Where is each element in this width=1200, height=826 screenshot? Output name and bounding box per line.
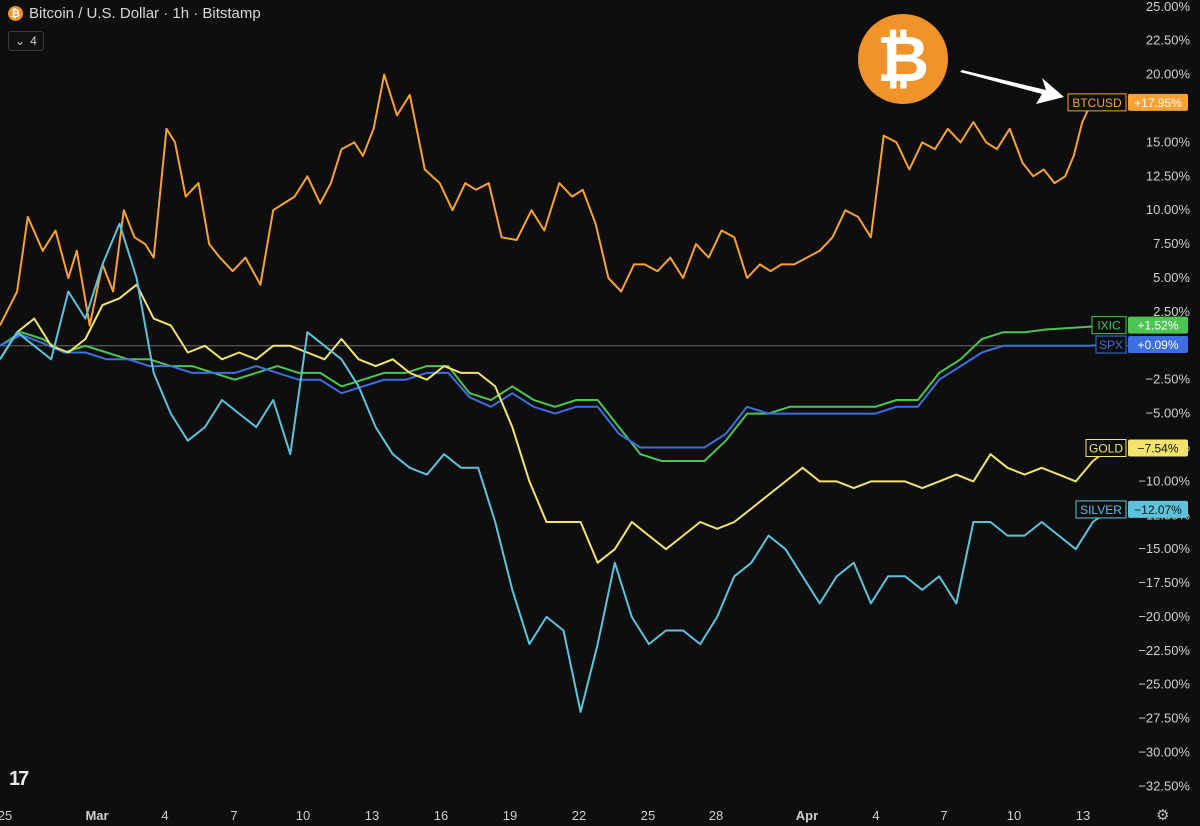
- x-tick-label: 22: [572, 808, 586, 823]
- series-line-ixic: [0, 324, 1111, 462]
- series-value-label: +0.09%: [1137, 338, 1178, 352]
- series-name-box: [1075, 500, 1127, 519]
- series-line-btcusd: [0, 73, 1110, 327]
- bitcoin-icon: ₿: [8, 6, 23, 21]
- series-name-label: SILVER: [1080, 503, 1122, 517]
- y-tick-label: 12.50%: [1146, 168, 1191, 183]
- y-tick-label: 5.00%: [1153, 270, 1190, 285]
- y-tick-label: −30.00%: [1138, 745, 1190, 760]
- series-value-box: [1128, 316, 1188, 334]
- y-tick-label: −17.50%: [1138, 575, 1190, 590]
- symbol-title[interactable]: Bitcoin / U.S. Dollar · 1h · Bitstamp: [29, 5, 261, 22]
- y-tick-label: −10.00%: [1138, 473, 1190, 488]
- x-tick-label: 10: [1007, 808, 1021, 823]
- x-axis: 25 Mar 4 7 10 13 16 19 22 25 28 Apr 4 7 10 13: [0, 808, 1090, 823]
- tradingview-logo-icon[interactable]: 17: [9, 768, 29, 790]
- y-tick-label: 10.00%: [1146, 202, 1191, 217]
- series-value-label: −12.07%: [1134, 503, 1182, 517]
- series-name-box: [1095, 335, 1127, 354]
- x-tick-label: 7: [940, 808, 947, 823]
- y-tick-label: 15.00%: [1146, 134, 1191, 149]
- y-tick-label: 25.00%: [1146, 0, 1191, 14]
- x-tick-label: 25: [641, 808, 655, 823]
- y-tick-label: 2.50%: [1153, 304, 1190, 319]
- x-tick-label: 13: [1076, 808, 1090, 823]
- chart-header: ₿ Bitcoin / U.S. Dollar · 1h · Bitstamp: [8, 5, 261, 22]
- y-tick-label: −22.50%: [1138, 643, 1190, 658]
- y-tick-label: −25.00%: [1138, 677, 1190, 692]
- series-name-label: GOLD: [1089, 442, 1123, 456]
- series-name-label: BTCUSD: [1072, 96, 1122, 110]
- series-line-silver: [0, 222, 1111, 713]
- series-name-box: [1067, 93, 1127, 112]
- series-value-box: [1128, 439, 1188, 457]
- series-name-label: IXIC: [1097, 319, 1121, 333]
- x-tick-label: 13: [365, 808, 379, 823]
- x-tick-label: 7: [230, 808, 237, 823]
- x-tick-label: 10: [296, 808, 310, 823]
- y-tick-label: −27.50%: [1138, 711, 1190, 726]
- x-tick-label: 19: [503, 808, 517, 823]
- series-name-box: [1085, 439, 1127, 457]
- y-tick-label: 22.50%: [1146, 33, 1191, 48]
- y-tick-label: −32.50%: [1138, 778, 1190, 793]
- annotation-arrow: [960, 70, 1064, 104]
- indicator-count: 4: [30, 34, 37, 48]
- y-tick-label: 20.00%: [1146, 67, 1191, 82]
- y-tick-label: −2.50%: [1146, 372, 1191, 387]
- chevron-down-icon: ⌄: [15, 34, 26, 48]
- series-name-label: SPX: [1099, 338, 1123, 352]
- last-value-labels: BTCUSD +17.95% IXIC +1.52% SPX +0.09% GOLD −7.5…: [1067, 93, 1188, 519]
- x-tick-label: 28: [709, 808, 723, 823]
- settings-gear-icon[interactable]: ⚙: [1156, 807, 1170, 824]
- x-tick-label: 25: [0, 808, 12, 823]
- x-tick-label: Mar: [85, 808, 108, 823]
- series-name-box: [1091, 316, 1127, 335]
- y-axis: 25.00% 22.50% 20.00% 15.00% 12.50% 10.00% 7.50…: [1138, 0, 1190, 793]
- series-value-box: [1128, 500, 1188, 518]
- x-tick-label: 16: [434, 808, 448, 823]
- indicator-toggle[interactable]: ⌄ 4: [8, 31, 44, 51]
- series-line-spx: [0, 333, 1111, 449]
- series-value-label: +1.52%: [1137, 319, 1178, 333]
- x-tick-label: Apr: [796, 808, 818, 823]
- series-value-label: +17.95%: [1134, 96, 1182, 110]
- y-tick-label: −15.00%: [1138, 541, 1190, 556]
- series-lines: [0, 73, 1111, 713]
- bitcoin-logo: ₿: [858, 14, 948, 104]
- series-value-box: [1128, 93, 1188, 111]
- series-value-label: −7.54%: [1137, 442, 1178, 456]
- series-value-box: [1128, 336, 1188, 354]
- x-tick-label: 4: [161, 808, 168, 823]
- y-tick-label: −20.00%: [1138, 609, 1190, 624]
- x-tick-label: 4: [872, 808, 879, 823]
- series-line-gold: [0, 283, 1111, 564]
- y-tick-label: 7.50%: [1153, 236, 1190, 251]
- y-tick-label: −5.00%: [1146, 406, 1191, 421]
